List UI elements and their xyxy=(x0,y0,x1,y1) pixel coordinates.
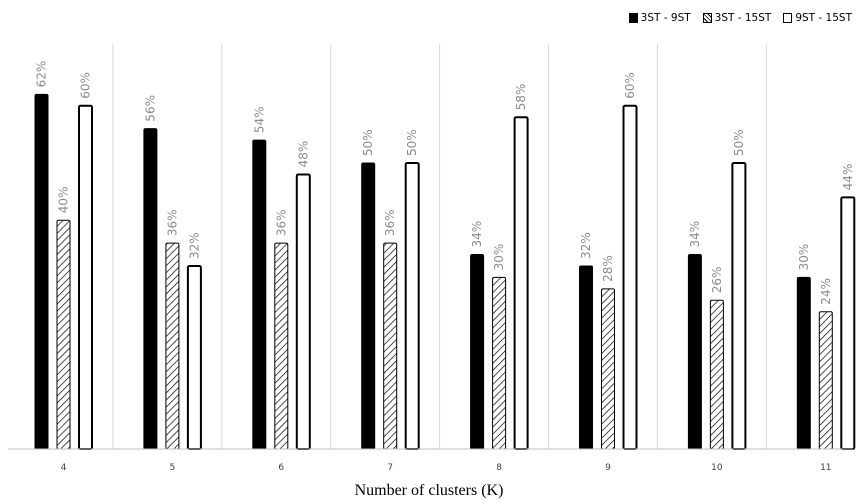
legend-label: 3ST - 9ST xyxy=(640,12,691,24)
bar-hatched xyxy=(709,299,724,450)
x-tick-label: 11 xyxy=(820,463,831,473)
data-label: 30% xyxy=(492,244,506,271)
bar-solid xyxy=(579,265,593,450)
data-label: 30% xyxy=(797,244,811,271)
data-label: 26% xyxy=(710,267,724,294)
bar-hatched xyxy=(492,276,507,450)
bar-hatched xyxy=(165,242,180,450)
bar-outline xyxy=(840,196,856,450)
x-tick-label: 7 xyxy=(387,463,393,473)
x-tick-label: 10 xyxy=(711,463,723,473)
bars xyxy=(34,93,856,451)
bar-hatched xyxy=(818,311,833,450)
bar-solid xyxy=(252,139,267,450)
bar-solid xyxy=(361,162,376,450)
data-label: 50% xyxy=(732,129,746,156)
x-tick-label: 4 xyxy=(61,463,67,473)
data-label: 36% xyxy=(165,209,179,236)
data-label: 28% xyxy=(601,255,615,282)
legend-swatch-outline xyxy=(783,13,793,23)
bar-solid xyxy=(470,254,485,450)
legend-swatch-solid xyxy=(628,13,638,23)
legend-label: 3ST - 15ST xyxy=(714,12,772,24)
x-tick-label: 9 xyxy=(605,463,611,473)
data-label: 58% xyxy=(514,84,528,111)
legend-item-3st-9st: 3ST - 9ST xyxy=(628,12,691,24)
bar-outline xyxy=(622,104,638,451)
data-label: 44% xyxy=(841,164,855,191)
data-label: 36% xyxy=(383,209,397,236)
bar-solid xyxy=(796,276,811,450)
x-tick-labels: 4 5 6 7 8 9 10 11 xyxy=(61,463,832,473)
bar-outline xyxy=(513,116,529,451)
data-label: 60% xyxy=(79,72,93,99)
data-label: 62% xyxy=(35,61,49,88)
data-label: 24% xyxy=(819,278,833,305)
data-label: 54% xyxy=(252,106,266,133)
bar-hatched xyxy=(383,242,398,450)
x-tick-label: 8 xyxy=(496,463,502,473)
data-label: 40% xyxy=(57,187,71,214)
x-tick-label: 5 xyxy=(170,463,176,473)
legend-label: 9ST - 15ST xyxy=(795,12,852,24)
bar-outline xyxy=(295,173,311,450)
bar-hatched xyxy=(601,288,615,450)
data-label: 56% xyxy=(143,95,157,122)
bar-hatched xyxy=(56,219,71,450)
bar-solid xyxy=(34,93,49,450)
data-label: 32% xyxy=(579,232,593,259)
data-label: 36% xyxy=(274,209,288,236)
legend-item-3st-15st: 3ST - 15ST xyxy=(702,12,772,24)
category-separators xyxy=(112,44,767,449)
bar-outline xyxy=(78,104,93,451)
data-label: 34% xyxy=(470,221,484,248)
bar-outline xyxy=(731,162,747,450)
data-label: 50% xyxy=(361,129,375,156)
legend: 3ST - 9ST 3ST - 15ST 9ST - 15ST xyxy=(628,12,852,24)
data-label: 60% xyxy=(623,72,637,99)
bar-hatched xyxy=(274,242,289,450)
legend-item-9st-15st: 9ST - 15ST xyxy=(783,12,852,24)
bar-outline xyxy=(404,162,420,450)
bar-solid xyxy=(143,128,158,450)
bar-solid xyxy=(687,254,702,450)
bar-outline xyxy=(186,264,202,450)
x-axis-title: Number of clusters (K) xyxy=(354,482,504,499)
legend-swatch-hatched xyxy=(702,13,712,23)
data-label: 50% xyxy=(405,129,419,156)
data-labels: 62% 40% 60% 56% 36% 32% 54% 36% 48% 50% 36% 50% 34% 3… xyxy=(35,61,855,305)
data-label: 34% xyxy=(688,221,702,248)
x-tick-label: 6 xyxy=(278,463,284,473)
data-label: 48% xyxy=(296,141,310,168)
data-label: 32% xyxy=(187,232,201,259)
